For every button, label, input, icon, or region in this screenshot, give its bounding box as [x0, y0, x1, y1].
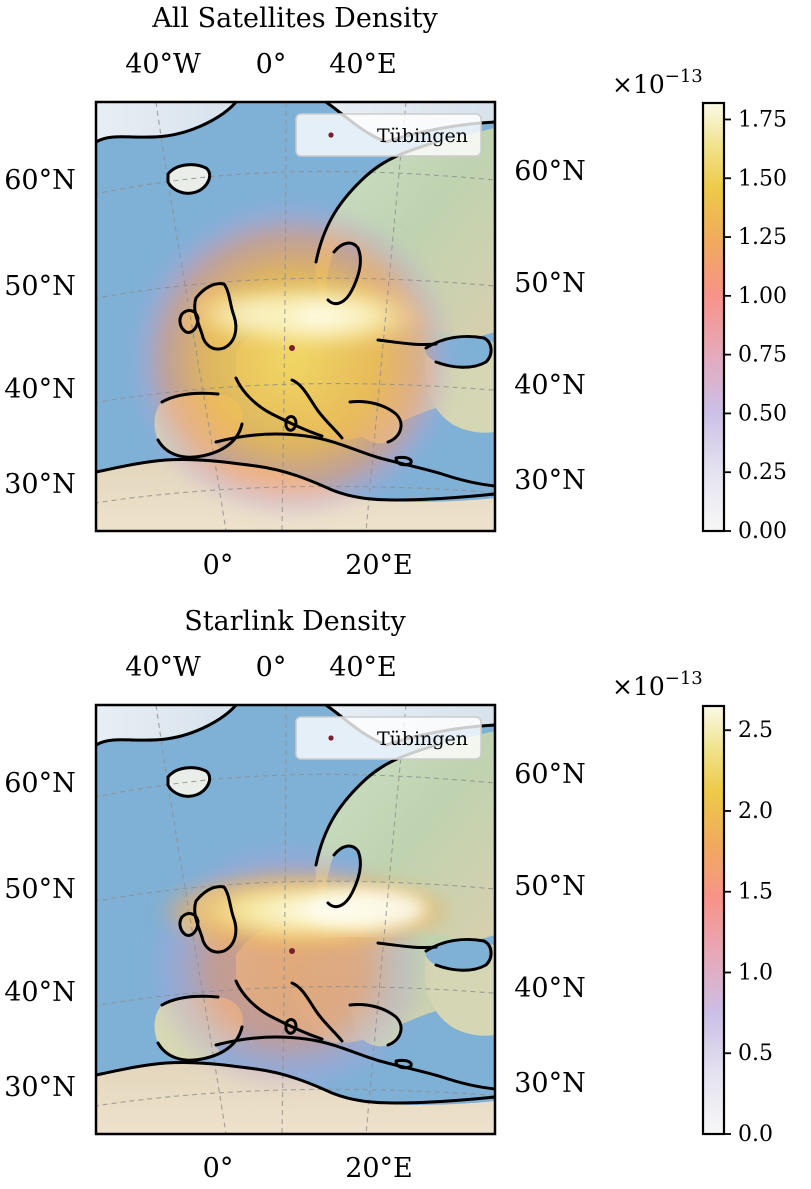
panel2-title: Starlink Density	[184, 606, 406, 637]
panel1-top-lon-tick: 40°W	[125, 49, 201, 80]
colorbar-tick-label: 1.25	[738, 225, 787, 250]
panel2-top-lon-ticks: 40°W 0° 40°E	[125, 652, 397, 683]
panel1-legend: Tübingen	[295, 113, 482, 157]
panel1-bottom-lon-tick: 0°	[203, 550, 234, 581]
panel2-frame	[94, 703, 497, 1136]
panel2-tubingen-marker	[289, 948, 295, 954]
panel2-density-heatmap	[148, 841, 456, 1093]
panel1-frame	[94, 100, 497, 533]
panel2-right-lat-ticks: 60°N 50°N 40°N 30°N	[514, 759, 585, 1099]
colorbar-tick-label: 1.00	[738, 284, 787, 309]
panel2-legend: Tübingen	[295, 716, 482, 760]
panel1-colorbar-multiplier: ×10−13	[612, 66, 703, 99]
panel2-colorbar: ×10−13 0.0 0.5 1.0 1.5 2.0 2.5	[612, 668, 773, 1147]
colorbar-tick-label: 1.50	[738, 166, 787, 191]
panel2-right-lat-tick: 30°N	[514, 1068, 585, 1099]
panel1-left-lat-tick: 60°N	[4, 165, 75, 196]
panel-starlink: Starlink Density 40°W 0° 40°E 60°N 50°N …	[4, 606, 773, 1184]
panel1-title: All Satellites Density	[151, 3, 438, 34]
panel-all-satellites: All Satellites Density 40°W 0° 40°E 60°N…	[4, 3, 787, 581]
panel1-top-lon-ticks: 40°W 0° 40°E	[125, 49, 397, 80]
panel1-right-lat-tick: 50°N	[514, 268, 585, 299]
panel1-legend-marker	[328, 132, 334, 138]
panel1-left-lat-ticks: 60°N 50°N 40°N 30°N	[4, 165, 75, 500]
panel1-top-lon-tick: 40°E	[329, 49, 397, 80]
colorbar-tick-label: 0.25	[738, 460, 787, 485]
panel2-left-lat-tick: 60°N	[4, 768, 75, 799]
panel1-left-lat-tick: 30°N	[4, 469, 75, 500]
colorbar-tick-label: 2.0	[738, 799, 773, 824]
panel2-top-lon-tick: 40°W	[125, 652, 201, 683]
panel2-legend-label: Tübingen	[377, 728, 468, 750]
panel2-bottom-lon-ticks: 0° 20°E	[203, 1153, 413, 1184]
panel1-bottom-lon-ticks: 0° 20°E	[203, 550, 413, 581]
panel1-right-lat-tick: 40°N	[514, 370, 585, 401]
panel1-left-lat-tick: 40°N	[4, 374, 75, 405]
panel2-left-lat-ticks: 60°N 50°N 40°N 30°N	[4, 768, 75, 1103]
colorbar-tick-label: 1.75	[738, 107, 787, 132]
panel2-right-lat-tick: 40°N	[514, 973, 585, 1004]
panel2-left-lat-tick: 30°N	[4, 1072, 75, 1103]
panel1-legend-label: Tübingen	[377, 125, 468, 147]
colorbar-tick-label: 0.5	[738, 1041, 773, 1066]
panel1-right-lat-ticks: 60°N 50°N 40°N 30°N	[514, 156, 585, 496]
panel2-top-lon-tick: 0°	[256, 652, 287, 683]
panel1-top-lon-tick: 0°	[256, 49, 287, 80]
colorbar-tick-label: 0.00	[738, 519, 787, 544]
panel1-density-heatmap	[130, 202, 454, 518]
panel1-map	[96, 102, 495, 531]
panel1-colorbar-ticks: 0.00 0.25 0.50 0.75 1.00 1.25 1.50 1.75	[724, 107, 787, 544]
colorbar-tick-label: 0.0	[738, 1122, 773, 1147]
panel2-right-lat-tick: 60°N	[514, 759, 585, 790]
panel1-bottom-lon-tick: 20°E	[345, 550, 413, 581]
panel2-legend-marker	[328, 735, 334, 741]
colorbar-tick-label: 1.5	[738, 880, 773, 905]
panel1-tubingen-marker	[289, 345, 295, 351]
panel2-bottom-lon-tick: 0°	[203, 1153, 234, 1184]
panel2-right-lat-tick: 50°N	[514, 871, 585, 902]
panel2-left-lat-tick: 50°N	[4, 874, 75, 905]
colorbar-tick-label: 1.0	[738, 960, 773, 985]
panel2-map	[96, 705, 495, 1134]
panel2-colorbar-multiplier: ×10−13	[612, 668, 703, 701]
panel1-colorbar: ×10−13 0.00 0.25 0.50 0.75 1.00 1.25 1.50 1.75	[612, 66, 787, 544]
panel2-top-lon-tick: 40°E	[329, 652, 397, 683]
colorbar-tick-label: 2.5	[738, 718, 773, 743]
colorbar-tick-label: 0.75	[738, 343, 787, 368]
panel2-left-lat-tick: 40°N	[4, 977, 75, 1008]
panel2-colorbar-ticks: 0.0 0.5 1.0 1.5 2.0 2.5	[724, 718, 773, 1147]
panel1-right-lat-tick: 30°N	[514, 465, 585, 496]
panel2-colorbar-gradient	[703, 706, 724, 1134]
panel1-right-lat-tick: 60°N	[514, 156, 585, 187]
panel2-bottom-lon-tick: 20°E	[345, 1153, 413, 1184]
panel1-colorbar-gradient	[703, 103, 724, 531]
colorbar-tick-label: 0.50	[738, 401, 787, 426]
panel1-left-lat-tick: 50°N	[4, 271, 75, 302]
